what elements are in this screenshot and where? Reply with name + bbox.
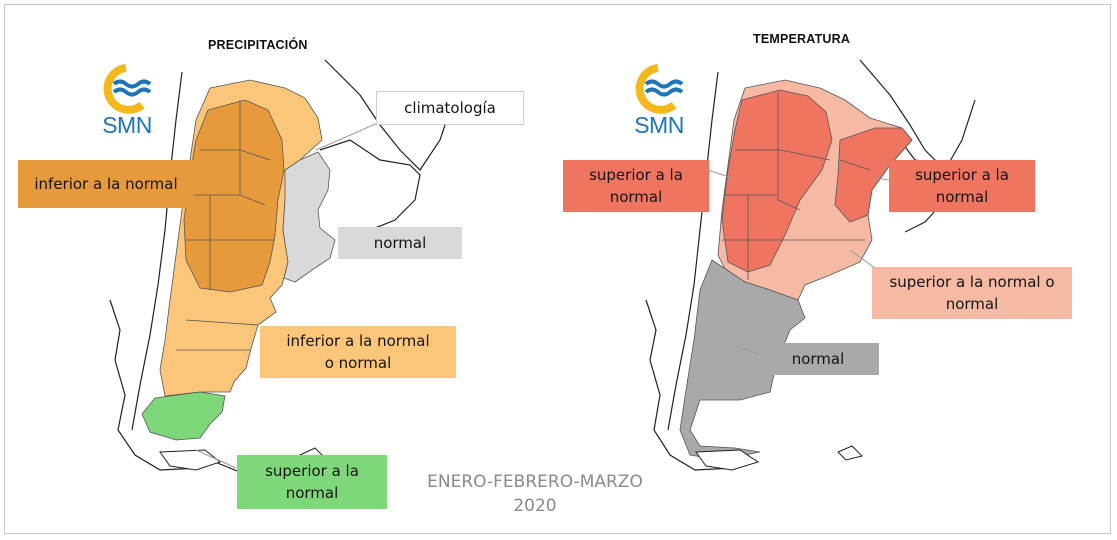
precipitation-title: PRECIPITACIÓN xyxy=(208,38,308,52)
precipitation-map xyxy=(109,59,456,475)
smn-logo-text: SMN xyxy=(102,112,152,138)
label-superior-left: superior a la normal xyxy=(563,160,709,212)
smn-logo-right: SMN xyxy=(624,64,694,144)
label-climatologia: climatología xyxy=(376,91,524,125)
label-normal-temp: normal xyxy=(757,343,879,375)
label-inferior: inferior a la normal xyxy=(18,160,194,208)
region-normal xyxy=(282,151,336,283)
period-caption: ENERO-FEBRERO-MARZO 2020 xyxy=(410,470,660,518)
label-inferior-o-normal: inferior a la normal o normal xyxy=(260,326,456,378)
region-superior xyxy=(141,391,226,441)
region-temp-normal xyxy=(679,259,806,461)
label-superior-o-normal: superior a la normal o normal xyxy=(872,267,1072,319)
label-normal-precip: normal xyxy=(338,227,462,259)
smn-logo-mark xyxy=(635,64,684,114)
temperature-map xyxy=(645,59,976,471)
smn-logo-left: SMN xyxy=(92,64,162,144)
label-superior-right: superior a la normal xyxy=(889,160,1035,212)
smn-logo-text: SMN xyxy=(634,112,684,138)
label-superior-precip: superior a la normal xyxy=(237,455,387,509)
temperature-title: TEMPERATURA xyxy=(753,32,851,46)
region-temp-superior xyxy=(721,89,833,273)
smn-logo-mark xyxy=(103,64,152,114)
period-year: 2020 xyxy=(513,496,557,516)
period-months: ENERO-FEBRERO-MARZO xyxy=(427,472,643,492)
